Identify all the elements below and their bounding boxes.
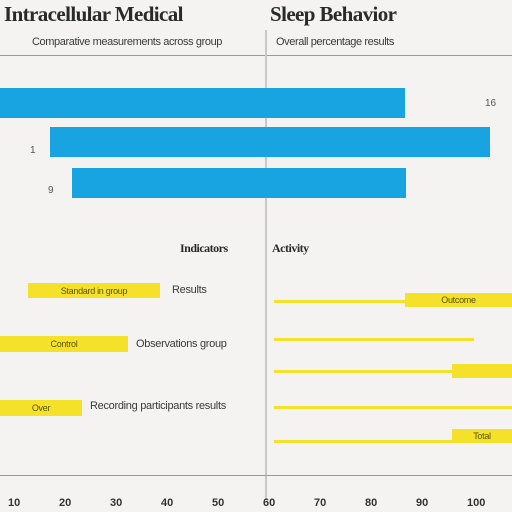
subtitle-right: Overall percentage results	[276, 36, 394, 48]
top-bar-side-label: 1	[30, 145, 36, 156]
x-tick-label: 60	[263, 497, 276, 509]
left-yellow-bar: Control	[0, 336, 128, 352]
right-yellow-line	[274, 440, 512, 443]
header-divider	[0, 55, 512, 56]
axis-line	[0, 475, 512, 476]
right-yellow-line	[274, 300, 512, 303]
top-bar	[50, 127, 490, 157]
x-tick-label: 20	[59, 497, 72, 509]
row-label: Recording participants results	[90, 400, 226, 412]
x-tick-label: 80	[365, 497, 378, 509]
subtitle-left: Comparative measurements across group	[32, 36, 223, 48]
x-tick-label: 10	[8, 497, 21, 509]
right-yellow-block: Total	[452, 429, 512, 443]
title-right: Sleep Behavior	[270, 2, 397, 26]
row-label: Observations group	[136, 338, 227, 350]
x-tick-label: 40	[161, 497, 174, 509]
right-yellow-line	[274, 338, 474, 341]
left-yellow-bar: Standard in group	[28, 283, 160, 298]
x-tick-label: 100	[467, 497, 486, 509]
right-yellow-block: Outcome	[405, 293, 512, 307]
center-divider	[265, 30, 267, 500]
x-tick-label: 90	[416, 497, 429, 509]
title-left: Intracellular Medical	[4, 2, 184, 26]
top-bar	[0, 88, 405, 118]
left-yellow-bar: Over	[0, 400, 82, 416]
page-title: Intracellular Medical Sleep Behavior	[0, 0, 512, 28]
section-title-left: Indicators	[180, 241, 228, 255]
row-label: Results	[172, 284, 207, 296]
right-yellow-block	[452, 364, 512, 378]
x-tick-label: 30	[110, 497, 123, 509]
right-yellow-line	[274, 370, 512, 373]
top-bar	[72, 168, 406, 198]
right-yellow-line	[274, 406, 512, 409]
section-title-right: Activity	[272, 241, 309, 255]
x-tick-label: 50	[212, 497, 225, 509]
top-bar-side-label: 16	[485, 98, 497, 109]
top-bar-side-label: 9	[48, 185, 54, 196]
x-tick-label: 70	[314, 497, 327, 509]
